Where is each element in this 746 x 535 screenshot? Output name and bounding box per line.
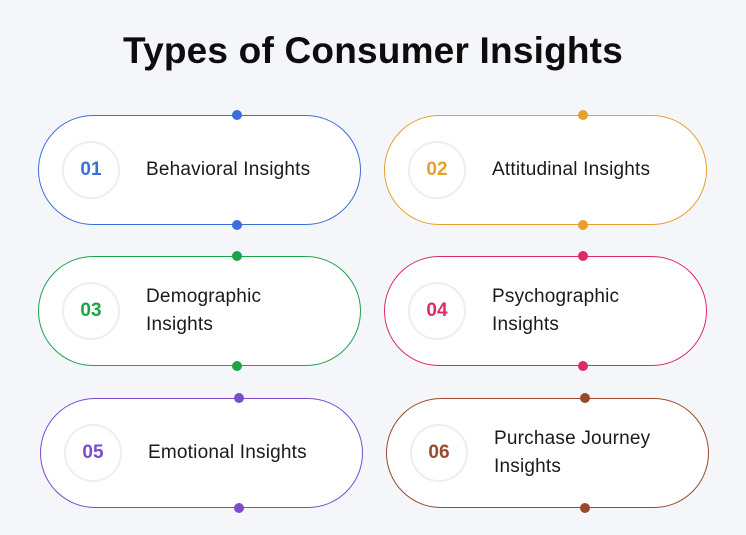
- card-number-badge: 03: [62, 282, 120, 340]
- connector-dot-top: [578, 110, 588, 120]
- card-label: Behavioral Insights: [146, 159, 311, 180]
- connector-dot-bottom: [578, 220, 588, 230]
- connector-dot-bottom: [578, 361, 588, 371]
- card-number-badge: 04: [408, 282, 466, 340]
- card-label: Attitudinal Insights: [492, 159, 651, 180]
- card-label: Purchase Journey Insights: [494, 428, 651, 477]
- card-number-badge: 06: [410, 424, 468, 482]
- connector-dot-bottom: [232, 361, 242, 371]
- insight-card-behavioral: 01 Behavioral Insights: [38, 110, 361, 230]
- connector-dot-top: [580, 393, 590, 403]
- card-label: Emotional Insights: [148, 442, 307, 463]
- insight-card-psychographic: 04 Psychographic Insights: [384, 251, 707, 371]
- connector-dot-bottom: [234, 503, 244, 513]
- insight-card-purchase-journey: 06 Purchase Journey Insights: [386, 393, 709, 513]
- insight-card-demographic: 03 Demographic Insights: [38, 251, 361, 371]
- connector-dot-bottom: [232, 220, 242, 230]
- card-number-badge: 01: [62, 141, 120, 199]
- connector-dot-top: [232, 110, 242, 120]
- connector-dot-bottom: [580, 503, 590, 513]
- insight-card-attitudinal: 02 Attitudinal Insights: [384, 110, 707, 230]
- connector-dot-top: [578, 251, 588, 261]
- connector-dot-top: [232, 251, 242, 261]
- card-number-badge: 02: [408, 141, 466, 199]
- insight-card-emotional: 05 Emotional Insights: [40, 393, 363, 513]
- connector-dot-top: [234, 393, 244, 403]
- page-title: Types of Consumer Insights: [123, 30, 623, 71]
- card-number-badge: 05: [64, 424, 122, 482]
- card-label: Demographic Insights: [146, 286, 262, 335]
- card-label: Psychographic Insights: [492, 286, 620, 335]
